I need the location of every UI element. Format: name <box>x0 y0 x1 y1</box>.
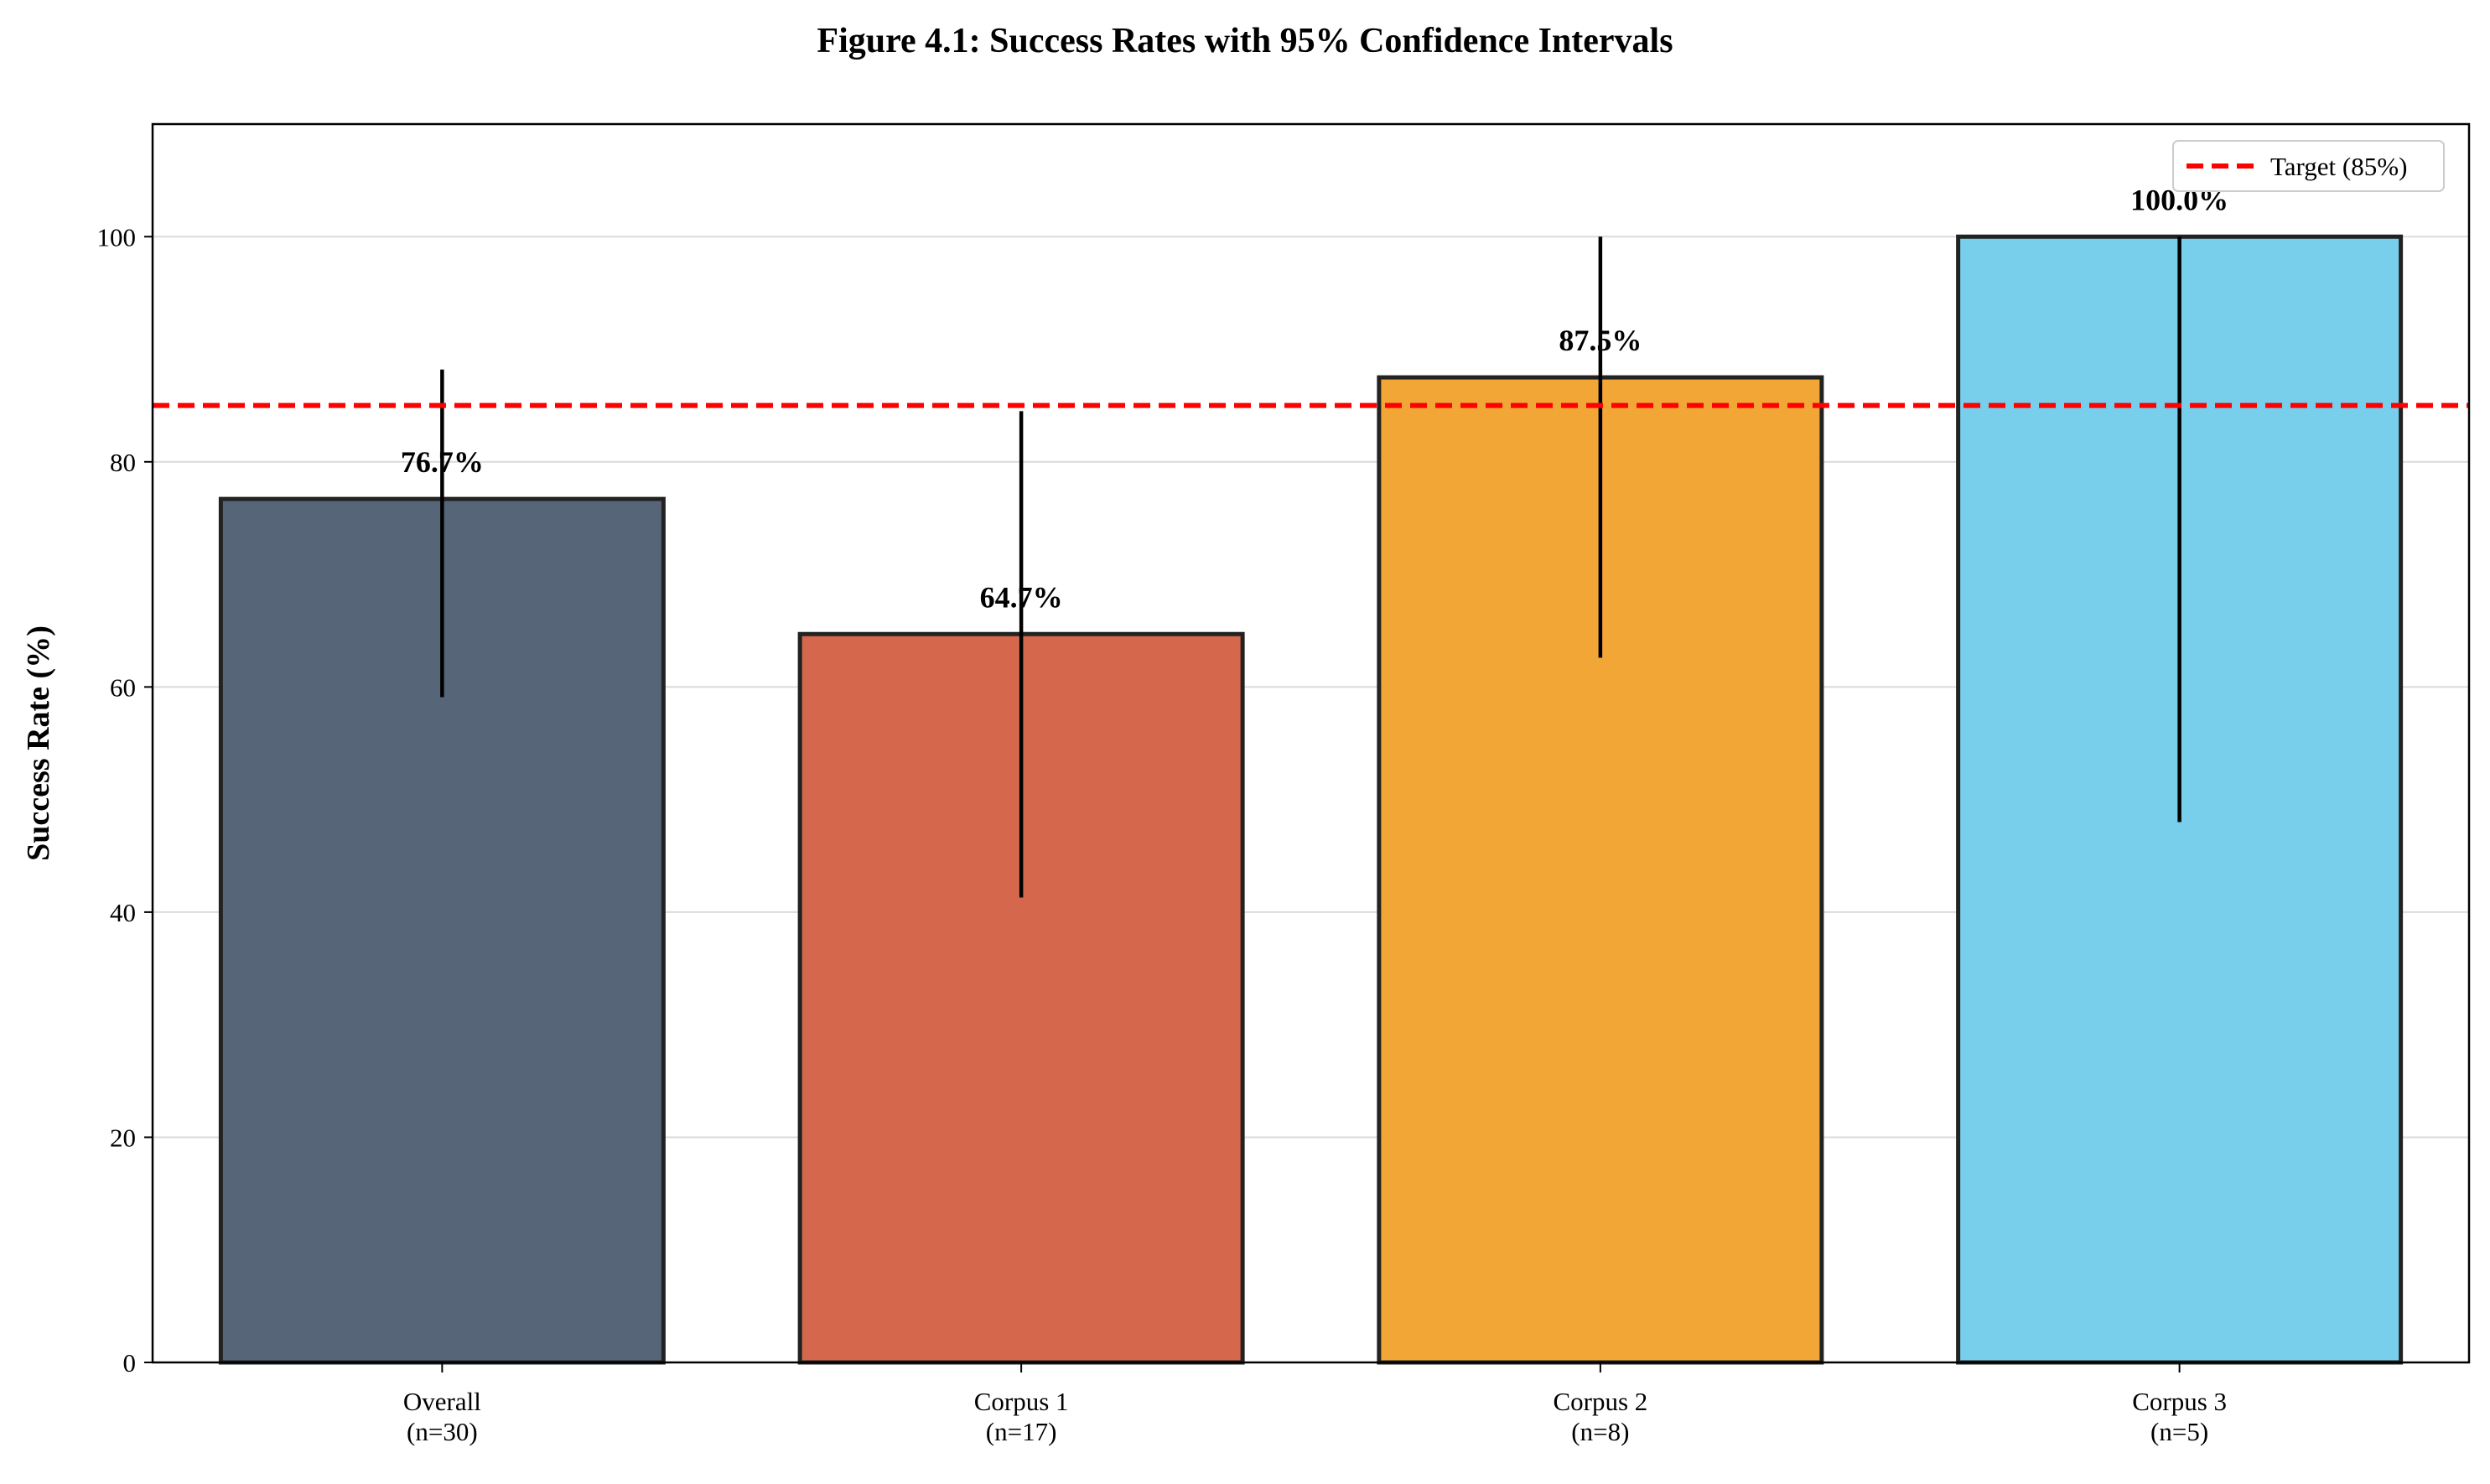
x-tick-label: Corpus 1 <box>974 1387 1069 1416</box>
data-labels: 76.7%64.7%87.5%100.0% <box>401 183 2228 614</box>
x-tick-label: Overall <box>403 1387 481 1416</box>
y-tick-label: 80 <box>110 448 136 477</box>
y-tick-label: 100 <box>97 222 137 252</box>
y-tick-label: 20 <box>110 1123 136 1152</box>
y-tick-label: 60 <box>110 672 136 702</box>
data-label: 87.5% <box>1559 324 1642 357</box>
data-label: 76.7% <box>401 445 484 479</box>
y-axis-ticks: 0 20 40 60 80 100 <box>97 222 153 1378</box>
plot-frame <box>151 122 2471 1364</box>
legend-target-label: Target (85%) <box>2270 152 2407 181</box>
y-tick-label: 40 <box>110 898 136 927</box>
x-tick-sample-size: (n=8) <box>1571 1417 1629 1446</box>
chart-title: Figure 4.1: Success Rates with 95% Confi… <box>817 22 1673 60</box>
x-tick-sample-size: (n=17) <box>986 1417 1057 1446</box>
y-tick-label: 0 <box>123 1348 137 1378</box>
x-tick-sample-size: (n=5) <box>2150 1417 2208 1446</box>
x-axis-ticks: Overall(n=30) Corpus 1(n=17) Corpus 2(n=8)… <box>403 1362 2227 1446</box>
x-tick-label: Corpus 2 <box>1553 1387 1647 1416</box>
error-bars <box>440 236 2181 898</box>
x-tick-sample-size: (n=30) <box>407 1417 478 1446</box>
y-axis-label: Success Rate (%) <box>21 625 56 861</box>
data-label: 64.7% <box>980 580 1063 614</box>
x-tick-label: Corpus 3 <box>2132 1387 2227 1416</box>
legend-box <box>2172 140 2445 192</box>
legend: Target (85%) <box>2172 140 2445 192</box>
